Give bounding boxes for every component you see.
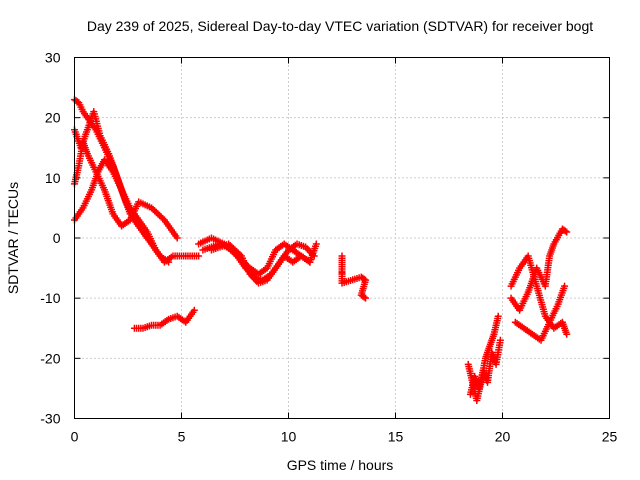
y-ticks: -30 -20 -10 0 10 20 30 [40,50,610,427]
x-tick-label: 15 [388,429,404,445]
y-tick-label: -10 [40,290,60,306]
y-tick-label: 30 [45,50,61,66]
y-tick-label: -30 [40,411,60,427]
x-tick-label: 0 [71,429,79,445]
y-axis-label: SDTVAR / TECUs [5,182,21,294]
x-ticks: 0 5 10 15 20 25 [71,57,618,445]
series-trace-9 [338,252,370,302]
series-trace-7 [207,240,320,287]
series-trace-5 [195,234,314,278]
series-trace-4 [71,138,181,242]
x-tick-label: 10 [281,429,297,445]
series-trace-12 [507,252,571,338]
series-trace-11 [466,336,504,398]
series-trace-8 [130,306,198,332]
x-tick-label: 20 [495,429,511,445]
data-point [362,294,370,302]
y-tick-label: 0 [53,230,61,246]
series-trace-13 [511,282,569,344]
data-point [173,234,181,242]
series-trace-14 [507,225,571,314]
chart-title: Day 239 of 2025, Sidereal Day-to-day VTE… [87,18,593,34]
data-point [190,306,198,314]
x-axis-label: GPS time / hours [287,457,394,473]
x-tick-label: 5 [178,429,186,445]
data-point [561,227,569,235]
y-tick-label: 10 [45,170,61,186]
data-point [195,252,203,260]
data-point [312,240,320,248]
data-point [494,312,502,320]
series-trace-10 [464,312,502,404]
plot-points [71,96,571,404]
data-point [360,293,368,301]
plot-frame [74,57,610,419]
data-point [561,282,569,290]
y-tick-label: 20 [45,110,61,126]
data-point [563,330,571,338]
x-tick-label: 25 [602,429,618,445]
data-point [563,228,571,236]
grid [74,57,610,419]
y-tick-label: -20 [40,350,60,366]
data-point [496,336,504,344]
